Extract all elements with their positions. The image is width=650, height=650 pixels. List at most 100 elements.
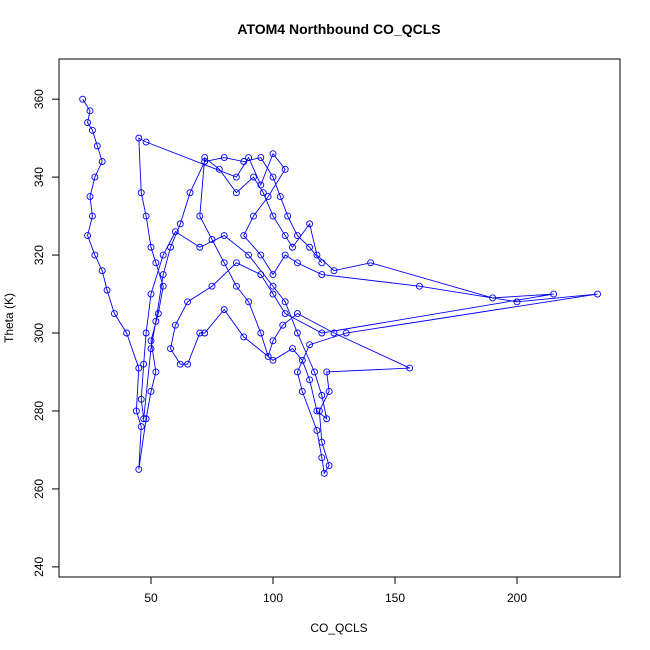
data-point	[330, 267, 338, 275]
data-point	[281, 310, 289, 317]
data-point	[123, 329, 131, 337]
data-point	[313, 251, 321, 259]
data-point	[147, 243, 155, 251]
data-point	[167, 243, 174, 251]
data-point	[318, 259, 326, 267]
y-tick-label: 320	[32, 245, 46, 265]
data-point	[232, 173, 240, 181]
data-point	[135, 465, 143, 473]
y-tick-label: 260	[32, 479, 46, 499]
data-point	[140, 415, 148, 423]
data-point	[147, 345, 155, 353]
data-point	[240, 158, 248, 165]
data-point	[406, 364, 414, 372]
data-point	[315, 407, 323, 415]
x-tick-label: 200	[507, 591, 527, 605]
data-point	[220, 306, 228, 314]
data-point	[245, 251, 253, 259]
data-point	[594, 290, 602, 298]
data-point	[281, 232, 289, 240]
data-point	[318, 438, 326, 446]
data-point	[306, 243, 314, 251]
data-point	[293, 368, 301, 376]
data-point	[84, 119, 92, 126]
data-point	[140, 360, 148, 368]
data-point	[232, 259, 240, 267]
data-point	[184, 298, 192, 306]
data-point	[318, 454, 326, 462]
data-point	[313, 407, 321, 415]
data-point	[320, 469, 328, 477]
data-point	[281, 165, 289, 173]
data-point	[245, 298, 253, 306]
data-point	[513, 298, 521, 306]
data-point	[269, 212, 277, 220]
data-point	[84, 232, 92, 240]
data-point	[152, 317, 160, 325]
x-axis-label: CO_QCLS	[310, 621, 367, 635]
data-point	[550, 290, 558, 298]
data-point	[147, 388, 155, 395]
y-tick-label: 300	[32, 323, 46, 343]
data-point	[281, 251, 289, 259]
data-point	[171, 228, 179, 236]
data-point	[132, 407, 140, 415]
data-point	[289, 243, 296, 251]
data-point	[293, 232, 301, 240]
data-point	[293, 310, 301, 317]
data-point	[257, 271, 265, 278]
data-point	[137, 395, 145, 403]
y-tick-label: 240	[32, 557, 46, 577]
data-point	[245, 154, 253, 162]
data-point	[220, 232, 228, 240]
data-point	[88, 126, 96, 134]
data-point	[201, 158, 209, 165]
plot-box	[58, 58, 621, 578]
data-point	[269, 356, 277, 364]
data-point	[167, 345, 174, 353]
data-point	[232, 189, 240, 197]
data-point	[257, 251, 265, 259]
data-point	[325, 462, 333, 469]
x-tick-label: 100	[263, 591, 283, 605]
data-point	[98, 267, 106, 275]
data-point	[367, 259, 375, 267]
data-point	[220, 154, 228, 162]
data-point	[306, 341, 314, 349]
data-point	[323, 415, 331, 423]
x-tick-label: 50	[144, 591, 158, 605]
data-point	[142, 415, 150, 423]
data-point	[215, 165, 223, 173]
y-tick-label: 340	[32, 167, 46, 187]
data-point	[415, 282, 423, 290]
data-point	[279, 321, 287, 329]
data-point	[93, 142, 101, 150]
data-point	[79, 95, 87, 103]
data-point	[269, 337, 277, 345]
data-point	[284, 212, 292, 220]
data-point	[142, 329, 150, 337]
data-point	[142, 212, 150, 220]
y-axis-label: Theta (K)	[2, 293, 16, 343]
data-point	[257, 154, 265, 162]
data-point	[201, 329, 209, 337]
data-point	[159, 282, 167, 290]
data-point	[293, 259, 301, 267]
data-point	[281, 298, 289, 306]
data-point	[259, 189, 267, 197]
data-point	[257, 181, 265, 189]
data-point	[201, 154, 209, 162]
data-point	[250, 173, 257, 181]
data-point	[154, 310, 162, 317]
data-point	[318, 271, 326, 278]
data-point	[269, 271, 277, 278]
data-point	[232, 282, 240, 290]
data-point	[98, 158, 106, 165]
data-point	[86, 193, 94, 201]
data-point	[257, 329, 265, 337]
data-point	[269, 282, 277, 290]
data-point	[318, 391, 326, 399]
data-point	[330, 329, 338, 337]
data-point	[152, 259, 160, 267]
data-point	[306, 220, 314, 228]
